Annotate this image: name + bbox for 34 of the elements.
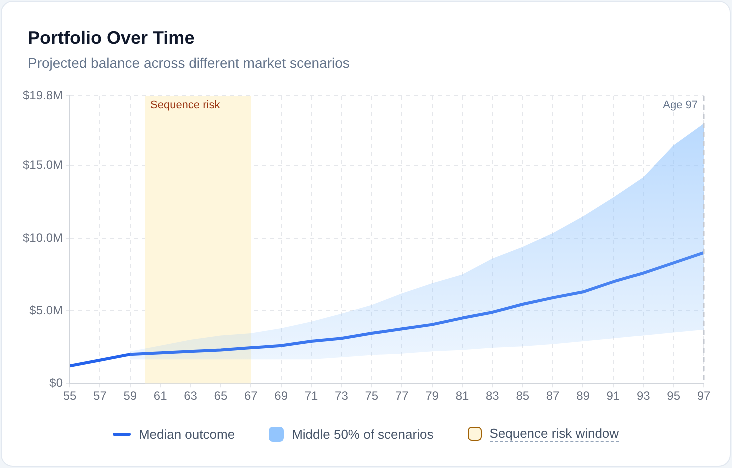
x-tick-label: 83 — [486, 389, 500, 404]
x-tick-label: 55 — [63, 389, 78, 404]
x-tick-label: 95 — [667, 389, 681, 404]
band-label: Sequence risk — [150, 100, 221, 112]
x-tick-label: 79 — [426, 389, 440, 404]
chart-title: Portfolio Over Time — [28, 28, 195, 49]
x-tick-label: 75 — [365, 389, 379, 404]
x-tick-label: 89 — [576, 389, 590, 404]
x-tick-label: 81 — [456, 389, 470, 404]
x-tick-label: 61 — [154, 389, 168, 404]
x-tick-label: 71 — [304, 389, 319, 404]
x-tick-label: 93 — [636, 389, 651, 404]
x-tick-label: 59 — [124, 389, 138, 404]
y-tick-label: $10.0M — [22, 230, 64, 245]
text: Sequence risk window — [490, 426, 620, 442]
x-tick-label: 69 — [274, 389, 288, 404]
y-tick-label: $19.8M — [22, 88, 64, 103]
y-tick-label: $0 — [50, 376, 64, 390]
chart-subtitle: Projected balance across different market scenarios — [28, 55, 350, 71]
x-tick-label: 91 — [606, 389, 620, 404]
legend-label: Median outcome — [138, 426, 236, 442]
y-tick-label: $15.0M — [22, 158, 64, 172]
x-tick-label: 85 — [516, 389, 530, 404]
x-tick-label: 87 — [546, 389, 560, 404]
x-tick-label: 65 — [214, 389, 228, 404]
ref-line-label: Age 97 — [663, 100, 698, 112]
x-tick-label: 63 — [184, 389, 198, 404]
text: Middle 50% of scenarios — [292, 426, 434, 442]
x-tick-label: 77 — [395, 389, 410, 404]
x-tick-label: 67 — [244, 389, 258, 404]
x-tick-label: 57 — [94, 389, 108, 404]
x-tick-label: 97 — [697, 389, 711, 404]
x-tick-label: 73 — [335, 389, 349, 404]
y-tick-label: $5.0M — [30, 303, 64, 318]
